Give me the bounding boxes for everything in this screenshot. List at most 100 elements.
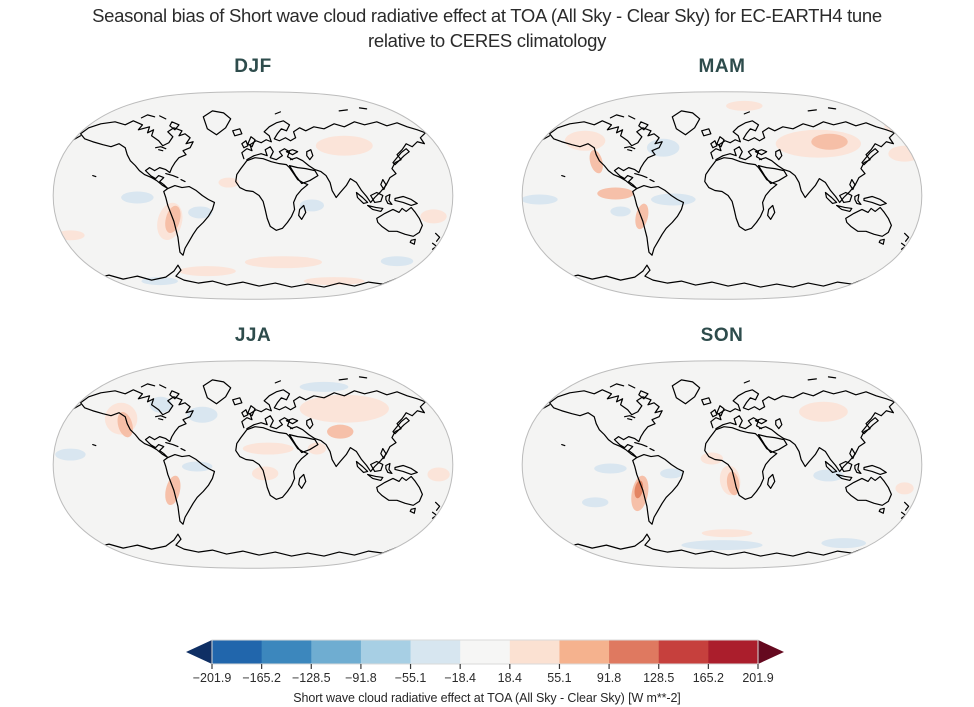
coastline [561,174,566,178]
map-globe-background [522,91,922,300]
colorbar-segment [658,640,709,664]
coastline [92,174,97,178]
coastline [155,146,167,152]
colorbar-tick-label: −91.8 [345,671,377,685]
coastline [638,121,649,131]
bias-patch-blue [660,468,683,479]
coastline [836,473,853,482]
map-globe-background [522,360,922,569]
coastline [298,473,307,489]
figure-title-line1: Seasonal bias of Short wave cloud radiat… [92,5,882,26]
coastline [609,376,837,389]
coastline [140,107,368,120]
bias-patch-pink [315,135,373,156]
coastline [155,415,167,421]
map-globe-background [53,360,453,569]
coastline [638,390,649,400]
coastline [849,178,856,191]
coastline [754,418,768,425]
colorbar-segment [212,640,263,664]
map-globe-border [521,360,923,569]
coastline [564,533,885,557]
coastline [824,460,838,474]
coastline [163,453,216,525]
coastline [548,389,663,459]
coastline [732,120,766,143]
panel-title-jja: JJA [234,325,272,346]
coastline [367,204,384,213]
panel-title-djf: DJF [234,56,272,77]
coastline [392,148,410,166]
bias-patch-blue [299,199,324,212]
colorbar-segment [261,640,312,664]
bias-patch-salmon [327,424,354,439]
bias-patch-blue [55,448,86,461]
coastline [634,173,655,183]
colorbar-tick-label: −55.1 [395,671,427,685]
bias-patch-blue [187,406,218,423]
coastline [163,184,216,256]
coastline [845,475,892,506]
colorbar-segment [559,640,610,664]
bias-patch-pink [299,394,389,423]
bias-patch-blue [813,469,844,482]
coastline [710,409,718,418]
coastline [298,204,307,220]
coastline [409,238,416,245]
colorbar-segment [460,640,511,664]
coastline [263,389,297,412]
bias-patch-pink [178,266,236,277]
coastline [409,507,416,514]
colorbar: −201.9 −165.2 −128.5 −91.8 −55.1 −18.4 18.4 55.… [182,637,792,705]
coastline [232,128,243,137]
bias-patch-pink [701,529,753,538]
coastline [609,107,837,120]
bias-patch-pink [420,209,447,224]
bias-patch-pink [726,100,763,111]
bias-patch-salmon [165,475,181,506]
coastline [235,426,309,500]
coastline [285,418,299,425]
bias-patch-blue [141,277,178,286]
bias-patch-pink [218,177,239,188]
bias-patch-blue [149,396,172,413]
coastline [632,453,685,525]
colorbar-frame [211,639,759,665]
bias-patch-blue [121,191,154,204]
coastline [380,178,387,191]
bias-patch-blue [646,138,680,157]
coastline [767,473,776,489]
world-map-svg [52,360,454,569]
coastline [624,146,636,152]
coastline [863,195,887,207]
coastline [624,415,636,421]
coastline [95,264,416,288]
panel-son: SON [509,323,935,574]
bias-patch-blue [182,461,213,472]
colorbar-tick-label: −201.9 [193,671,232,685]
coastline [376,206,423,237]
map-globe-border [521,91,923,300]
colorbar-under-arrow [186,640,212,664]
coastline [165,173,186,183]
bias-patch-blue [821,538,867,549]
coastline [634,442,655,452]
map-globe-border [52,91,454,300]
bias-patch-blue [380,256,414,267]
colorbar-segment [609,640,660,664]
colorbar-tick-label: −128.5 [292,671,331,685]
panel-mam: MAM [509,54,935,305]
coastline [710,140,718,149]
bias-patch-pink [244,256,322,269]
bias-patch-salmon [811,133,848,150]
coastline [385,462,393,475]
coastline [306,149,314,161]
coastline [169,121,180,131]
figure-title-line2: relative to CERES climatology [367,30,607,51]
coastline [839,460,853,473]
bias-patch-pink [888,145,921,162]
coastline [394,464,418,476]
coastline [775,418,783,430]
coastline [355,191,369,205]
coastline [202,110,232,136]
